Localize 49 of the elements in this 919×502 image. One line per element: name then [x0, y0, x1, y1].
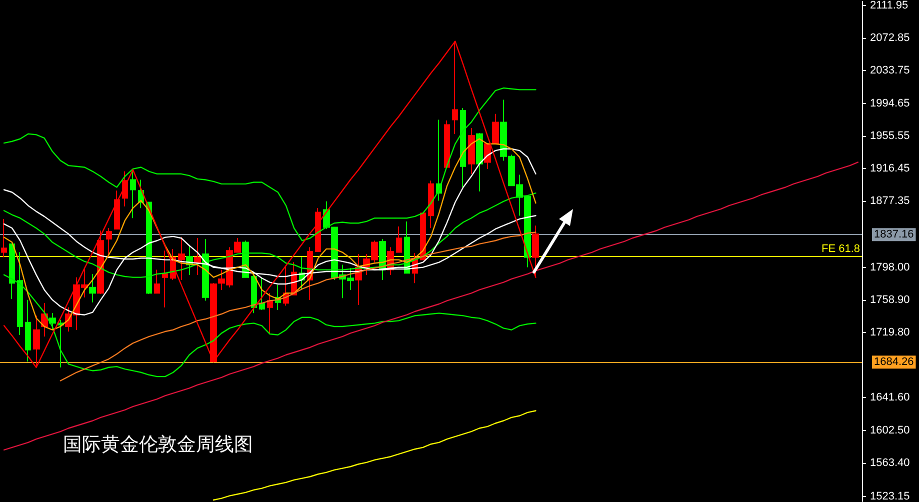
y-tick-label: 1523.15 — [870, 490, 910, 502]
candlestick — [420, 212, 426, 260]
y-tick-label: 1798.00 — [870, 261, 910, 274]
y-tick-label: 2072.85 — [870, 32, 910, 44]
candlestick — [162, 250, 168, 308]
y-tick-label: 2033.75 — [870, 64, 910, 77]
candlestick — [428, 180, 434, 229]
ref-line-label: 1837.16 — [874, 228, 914, 241]
candlestick — [396, 226, 402, 253]
candlestick — [106, 228, 112, 259]
candlestick — [89, 273, 96, 303]
y-tick-label: 1758.90 — [870, 294, 910, 306]
candlestick — [210, 282, 217, 363]
candlestick — [267, 292, 273, 334]
candlestick — [114, 190, 120, 230]
line-series — [3, 40, 536, 368]
candlestick — [9, 243, 15, 300]
candlestick — [476, 132, 483, 192]
candlestick — [444, 120, 450, 168]
candlestick — [460, 108, 466, 188]
candlestick — [492, 113, 499, 144]
candlestick — [154, 269, 160, 294]
y-tick-label: 1955.55 — [870, 130, 910, 142]
y-tick-label: 1916.45 — [870, 162, 910, 175]
candlestick — [130, 169, 136, 219]
line-series — [60, 232, 536, 382]
candlestick — [17, 252, 23, 336]
candlestick — [468, 128, 475, 174]
y-tick-label: 1994.65 — [870, 97, 910, 110]
candlestick — [194, 238, 201, 276]
candlestick — [97, 230, 104, 294]
ref-line-label: 1684.26 — [874, 356, 914, 368]
candlestick — [315, 208, 321, 252]
y-tick-label: 1563.40 — [870, 456, 910, 469]
y-tick-label: 2111.95 — [870, 0, 908, 12]
line-series — [3, 274, 536, 378]
candlestick — [178, 236, 185, 280]
candlestick — [25, 299, 31, 362]
y-tick-label: 1641.60 — [870, 392, 910, 404]
candlestick — [251, 272, 257, 314]
candlestick — [1, 218, 7, 258]
y-tick-label: 1719.80 — [870, 326, 910, 339]
text: 国际黄金伦敦金周线图 — [63, 434, 253, 456]
ref-line-label: FE 61.8 — [821, 242, 860, 255]
y-tick-label: 1602.50 — [870, 424, 910, 436]
line-series — [3, 87, 536, 242]
candlestick — [122, 170, 128, 207]
candlestick — [259, 278, 265, 310]
y-tick-label: 1877.35 — [870, 195, 910, 208]
